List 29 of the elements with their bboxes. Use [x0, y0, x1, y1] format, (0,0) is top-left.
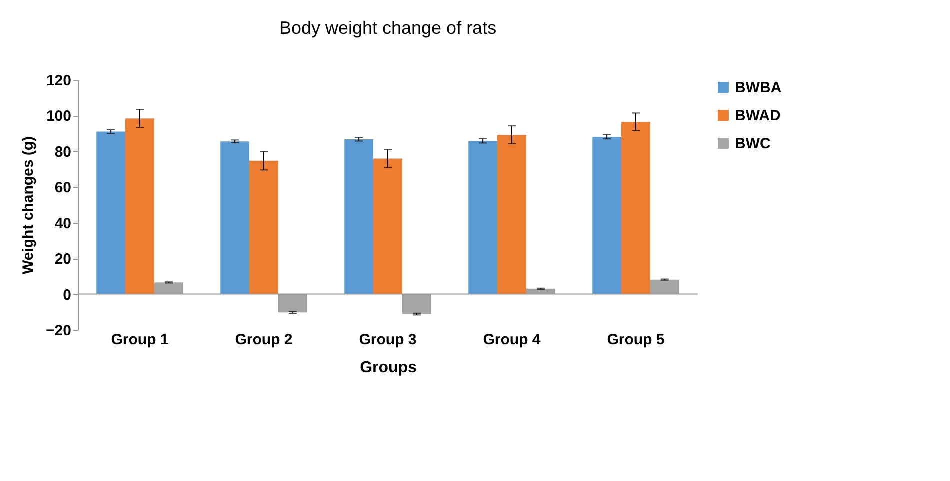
bar	[126, 118, 154, 294]
y-tick-label: 120	[46, 72, 72, 90]
y-tick-label: 20	[54, 251, 72, 268]
x-tick-label: Group 1	[111, 332, 169, 348]
y-tick-label: 40	[54, 215, 72, 232]
y-tick-label: 80	[54, 144, 72, 161]
bar	[374, 158, 402, 294]
bar	[250, 160, 278, 294]
legend-label: BWBA	[735, 80, 782, 96]
x-axis-title: Groups	[360, 360, 418, 376]
bar	[96, 132, 126, 294]
bar	[220, 142, 250, 294]
legend-label: BWAD	[735, 108, 781, 124]
x-tick-label: Group 5	[607, 332, 665, 348]
y-tick-label: 100	[46, 108, 72, 126]
bar	[622, 122, 650, 294]
y-tick-label: 60	[54, 180, 72, 197]
x-tick-label: Group 3	[359, 332, 417, 348]
bar	[592, 136, 622, 294]
x-tick-label: Group 2	[235, 332, 293, 348]
chart-title: Body weight change of rats	[279, 18, 497, 38]
y-tick-label: 0	[63, 286, 72, 304]
x-tick-label: Group 4	[483, 332, 542, 348]
bar	[468, 141, 498, 294]
bar	[344, 139, 374, 294]
y-axis-title: Weight changes (g)	[20, 136, 38, 275]
legend-label: BWC	[735, 136, 771, 152]
y-tick-label: −20	[46, 322, 72, 340]
bar	[498, 135, 526, 294]
